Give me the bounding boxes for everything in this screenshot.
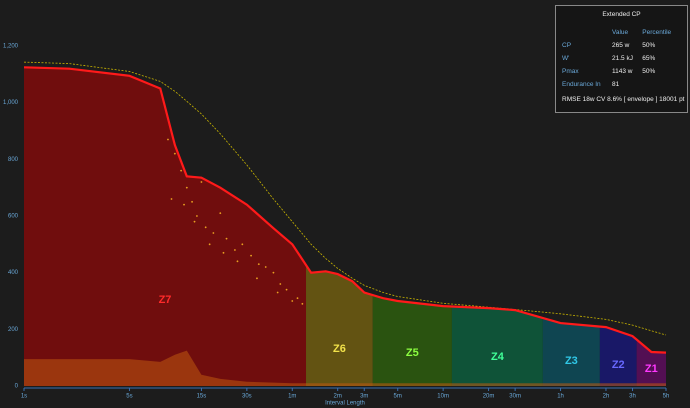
- cell: 21.5 kJ: [612, 55, 633, 62]
- zone-label: Z4: [491, 351, 505, 363]
- point: [257, 263, 260, 266]
- plot: 0 200 400 600 800 1,000 1,200 1s 5s 15s 30s 1m 2m 3m 5…: [3, 44, 669, 400]
- point: [200, 181, 203, 183]
- point: [180, 169, 183, 172]
- x-tick-label: 5m: [394, 394, 402, 400]
- zone-label: Z1: [645, 363, 658, 375]
- point: [222, 251, 225, 254]
- x-tick-label: 5h: [663, 394, 670, 400]
- x-tick-label: 1s: [21, 394, 27, 400]
- table-title: Extended CP: [602, 11, 641, 18]
- point: [196, 215, 198, 217]
- zone-label: Z5: [406, 347, 419, 359]
- table-row: Pmax 1143 w 50%: [562, 65, 684, 78]
- table-row: CP 265 w 50%: [562, 39, 684, 52]
- point: [173, 152, 176, 155]
- model-curve: [23, 61, 667, 336]
- x-tick-label: 30s: [242, 394, 252, 400]
- x-tick-label: 3h: [629, 394, 636, 400]
- y-tick-label: 800: [8, 157, 19, 163]
- point: [167, 138, 169, 141]
- point: [285, 288, 288, 291]
- zone-area: [372, 67, 452, 386]
- point: [193, 220, 196, 223]
- y-tick-label: 1,000: [3, 100, 19, 106]
- x-tick-label: 20m: [483, 394, 495, 400]
- point: [185, 186, 188, 189]
- point: [276, 291, 279, 294]
- zone-label: Z2: [612, 359, 625, 371]
- cell: 1143 w: [612, 68, 633, 75]
- point: [301, 302, 304, 305]
- point: [219, 212, 222, 215]
- x-tick-label: 2h: [603, 394, 610, 400]
- point: [170, 198, 173, 200]
- zone-area: [306, 67, 373, 386]
- x-tick-label: 5s: [126, 394, 132, 400]
- zone-area: [24, 67, 307, 386]
- cp-table: Extended CP Value Percentile CP 265 w 50% W'…: [555, 5, 688, 113]
- zone-label: Z7: [159, 294, 172, 306]
- cell: [642, 78, 684, 91]
- zone-label: Z3: [565, 355, 578, 367]
- point: [234, 249, 236, 251]
- cell: 265 w: [612, 42, 630, 49]
- y-tick-label: 400: [8, 270, 19, 276]
- cell: 50%: [642, 42, 656, 49]
- point: [183, 203, 185, 206]
- point: [279, 283, 282, 285]
- x-axis-label: Interval Length: [325, 401, 365, 407]
- header: Value: [612, 29, 629, 36]
- x-tick-label: 15s: [197, 394, 207, 400]
- cell: 81: [612, 81, 620, 88]
- x-tick-label: 3m: [360, 394, 368, 400]
- point: [272, 271, 275, 274]
- y-tick-label: 1,200: [3, 44, 19, 50]
- zone-label: Z6: [333, 343, 346, 355]
- x-tick-label: 1m: [288, 394, 296, 400]
- point: [204, 226, 207, 229]
- row-label: Pmax: [562, 68, 579, 75]
- row-label: CP: [562, 42, 572, 49]
- cell: 65%: [642, 55, 656, 62]
- bottom-area: [24, 350, 666, 386]
- row-label: Endurance In: [562, 81, 601, 88]
- table: Value Percentile CP 265 w 50% W' 21.5 kJ 65% Pm…: [562, 26, 684, 91]
- x-tick-label: 30m: [509, 394, 521, 400]
- y-tick-label: 600: [8, 214, 19, 220]
- cp-curve: [23, 66, 667, 354]
- point: [208, 243, 211, 246]
- point: [191, 200, 193, 203]
- point: [250, 254, 252, 257]
- x-tick-label: 10m: [437, 394, 449, 400]
- point: [225, 237, 228, 240]
- point: [256, 277, 258, 280]
- point: [236, 260, 239, 263]
- x-tick-label: 2m: [334, 394, 342, 400]
- cell: 50%: [642, 68, 656, 75]
- y-tick-label: 200: [8, 327, 19, 333]
- point: [241, 243, 244, 246]
- header: Percentile: [642, 29, 672, 36]
- row-label: W': [562, 55, 570, 62]
- zone-area: [451, 67, 543, 386]
- table-row: Endurance In 81: [562, 78, 684, 91]
- point: [291, 300, 294, 302]
- x-tick-label: 1h: [557, 394, 564, 400]
- table-row: W' 21.5 kJ 65%: [562, 52, 684, 65]
- table-footer: RMSE 18w CV 8.6% [ envelope ] 18001 pt: [562, 96, 685, 103]
- y-tick-label: 0: [15, 384, 19, 390]
- point: [212, 232, 215, 234]
- point: [264, 266, 267, 268]
- point: [296, 297, 299, 300]
